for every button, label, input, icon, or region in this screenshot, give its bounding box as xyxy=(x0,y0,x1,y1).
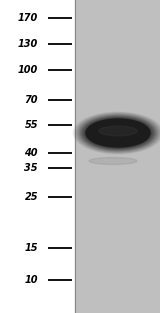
Ellipse shape xyxy=(79,115,157,151)
Ellipse shape xyxy=(77,114,159,152)
Text: 100: 100 xyxy=(18,65,38,75)
Bar xyxy=(75,0,160,313)
Text: 15: 15 xyxy=(24,243,38,253)
Ellipse shape xyxy=(73,112,160,154)
Ellipse shape xyxy=(75,113,160,153)
Ellipse shape xyxy=(81,116,155,150)
Ellipse shape xyxy=(74,113,160,153)
Ellipse shape xyxy=(84,118,152,148)
Ellipse shape xyxy=(82,117,154,149)
Bar xyxy=(0,0,75,313)
Ellipse shape xyxy=(76,114,160,152)
Text: 130: 130 xyxy=(18,39,38,49)
Text: 25: 25 xyxy=(24,192,38,202)
Text: 70: 70 xyxy=(24,95,38,105)
Text: 55: 55 xyxy=(24,120,38,130)
Ellipse shape xyxy=(89,157,137,165)
Ellipse shape xyxy=(85,118,151,148)
Text: 170: 170 xyxy=(18,13,38,23)
Text: 35: 35 xyxy=(24,163,38,173)
Ellipse shape xyxy=(86,119,150,147)
Ellipse shape xyxy=(99,126,137,136)
Ellipse shape xyxy=(83,117,153,149)
Text: 40: 40 xyxy=(24,148,38,158)
Ellipse shape xyxy=(80,115,156,151)
Text: 10: 10 xyxy=(24,275,38,285)
